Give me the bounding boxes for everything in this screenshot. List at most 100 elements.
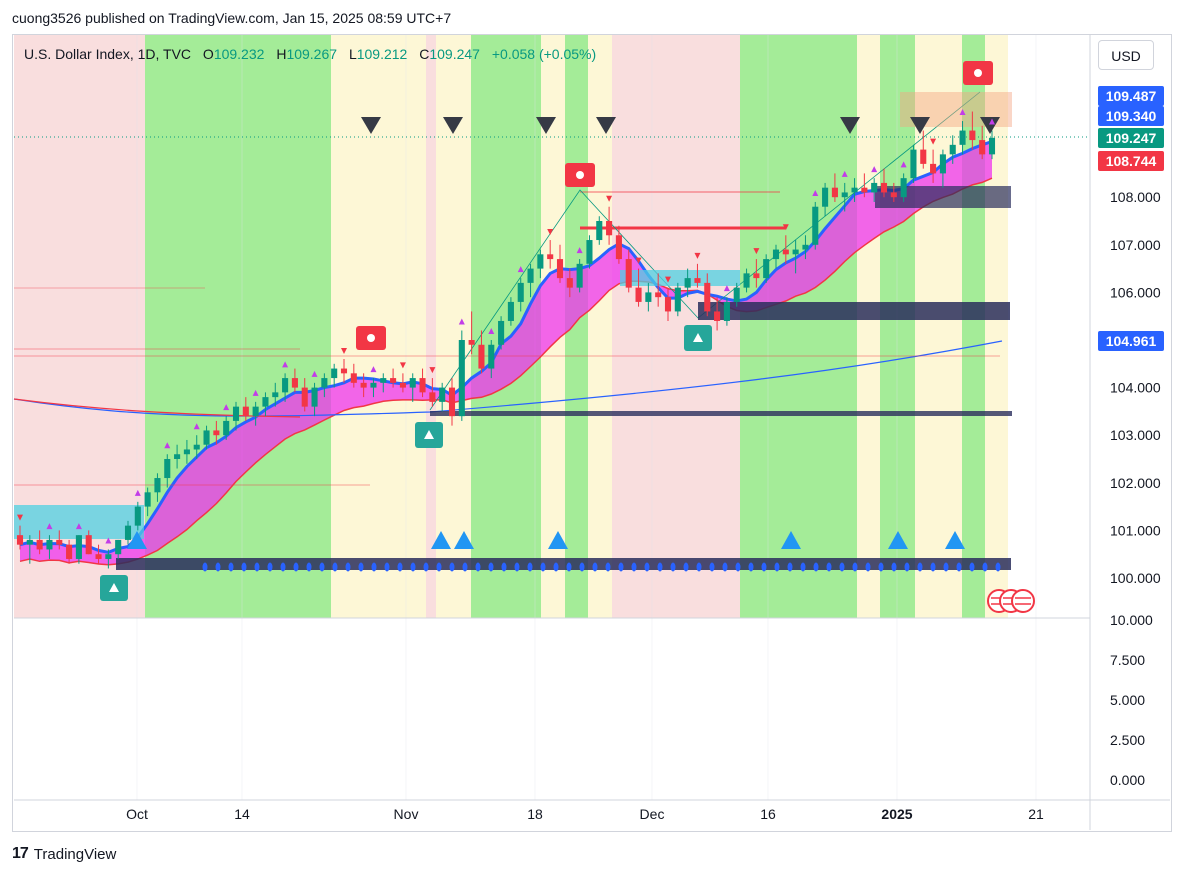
lower-dot — [735, 562, 741, 572]
chart-frame — [12, 34, 1172, 832]
price-label: 109.247 — [1098, 128, 1164, 148]
lower-dot — [345, 562, 351, 572]
candle-body — [890, 192, 897, 198]
candle-body — [851, 187, 858, 193]
lower-dot — [579, 562, 585, 572]
lower-tick-label: 10.000 — [1110, 612, 1153, 628]
candle-body — [772, 249, 780, 260]
candle-body — [16, 535, 24, 545]
trend-line-blue — [19, 140, 993, 554]
support-zone-3 — [698, 302, 1010, 320]
cloud-fill — [20, 141, 992, 565]
low-key: L — [348, 46, 357, 62]
candle-body — [792, 249, 799, 255]
price-tick-label: 107.000 — [1110, 237, 1161, 253]
mini-signal-icon — [782, 224, 789, 231]
lower-dot — [267, 562, 273, 572]
candle-body — [625, 259, 632, 288]
mini-signal-icon — [665, 276, 671, 283]
lower-dot — [280, 562, 286, 572]
symbol-title[interactable]: U.S. Dollar Index, 1D, TVC — [24, 46, 192, 62]
arrow-up-icon — [109, 583, 119, 592]
lower-dot — [657, 562, 663, 572]
candle-body — [910, 149, 917, 179]
lower-dot — [800, 562, 806, 572]
cyan-cloud-left — [14, 505, 144, 539]
lower-tick-label: 2.500 — [1110, 732, 1145, 748]
sell-triangle-icon — [840, 117, 860, 134]
buy-triangle-icon — [454, 531, 474, 549]
lower-dot — [241, 562, 247, 572]
price-tick-label: 108.000 — [1110, 189, 1161, 205]
price-tick-label: 103.000 — [1110, 427, 1161, 443]
lower-dot — [215, 562, 221, 572]
candle-body — [144, 492, 151, 507]
candle-body — [26, 539, 33, 545]
mini-signal-icon — [635, 257, 642, 264]
time-tick-label: Nov — [394, 806, 419, 822]
candle-body — [134, 506, 141, 526]
candle-body — [242, 406, 249, 417]
lower-dot — [358, 562, 364, 572]
candle-body — [282, 378, 289, 393]
mini-signal-icon — [547, 229, 554, 236]
candle-body — [488, 344, 495, 369]
candle-body — [174, 454, 181, 459]
buy-triangle-icon — [888, 531, 908, 549]
candle-body — [566, 278, 573, 288]
candle-body — [223, 420, 230, 436]
cloud-lower-line — [19, 177, 993, 566]
candle-body — [458, 340, 465, 417]
candle-body — [733, 287, 740, 302]
lower-dot — [202, 562, 208, 572]
lower-dot — [293, 562, 299, 572]
alert-icon — [576, 171, 584, 179]
candle-body — [939, 154, 946, 174]
session-band — [426, 35, 436, 618]
support-zone-1 — [116, 558, 1011, 570]
candle-body — [66, 544, 73, 559]
candle-body — [880, 182, 888, 193]
mini-signal-icon — [46, 523, 53, 530]
mini-signal-icon — [429, 367, 436, 374]
candle-body — [920, 149, 927, 164]
tradingview-logo-icon: 17 — [12, 845, 29, 862]
candle-body — [124, 525, 132, 540]
lower-dot — [644, 562, 650, 572]
candle-body — [802, 244, 809, 250]
support-zone-2 — [430, 411, 1012, 416]
lower-dot — [488, 562, 494, 572]
open-key: O — [202, 46, 214, 62]
open-value: 109.232 — [213, 46, 265, 62]
candle-body — [841, 192, 848, 198]
candle-body — [645, 292, 652, 302]
mini-signal-icon — [723, 285, 730, 292]
lower-dot — [696, 562, 702, 572]
lower-dot — [553, 562, 559, 572]
candle-body — [399, 382, 406, 388]
candle-body — [822, 187, 829, 207]
candle-body — [694, 278, 701, 283]
currency-button[interactable]: USD — [1098, 40, 1154, 70]
candle-body — [252, 406, 259, 417]
candle-body — [959, 130, 966, 145]
mini-signal-icon — [517, 266, 524, 273]
candle-body — [547, 254, 554, 260]
candle-body — [331, 368, 338, 379]
lower-dot — [449, 562, 455, 572]
candle-body — [900, 178, 907, 198]
candle-body — [861, 187, 868, 193]
candle-body — [154, 478, 161, 493]
mini-signal-icon — [193, 423, 200, 430]
time-tick-label: 21 — [1028, 806, 1044, 822]
lower-dot — [605, 562, 611, 572]
lower-tick-label: 0.000 — [1110, 772, 1145, 788]
candle-body — [75, 535, 82, 559]
lower-dot — [748, 562, 754, 572]
candle-body — [311, 387, 318, 407]
lower-dot — [423, 562, 429, 572]
candle-body — [370, 382, 377, 388]
session-band — [985, 35, 1008, 618]
lower-dot — [826, 562, 832, 572]
